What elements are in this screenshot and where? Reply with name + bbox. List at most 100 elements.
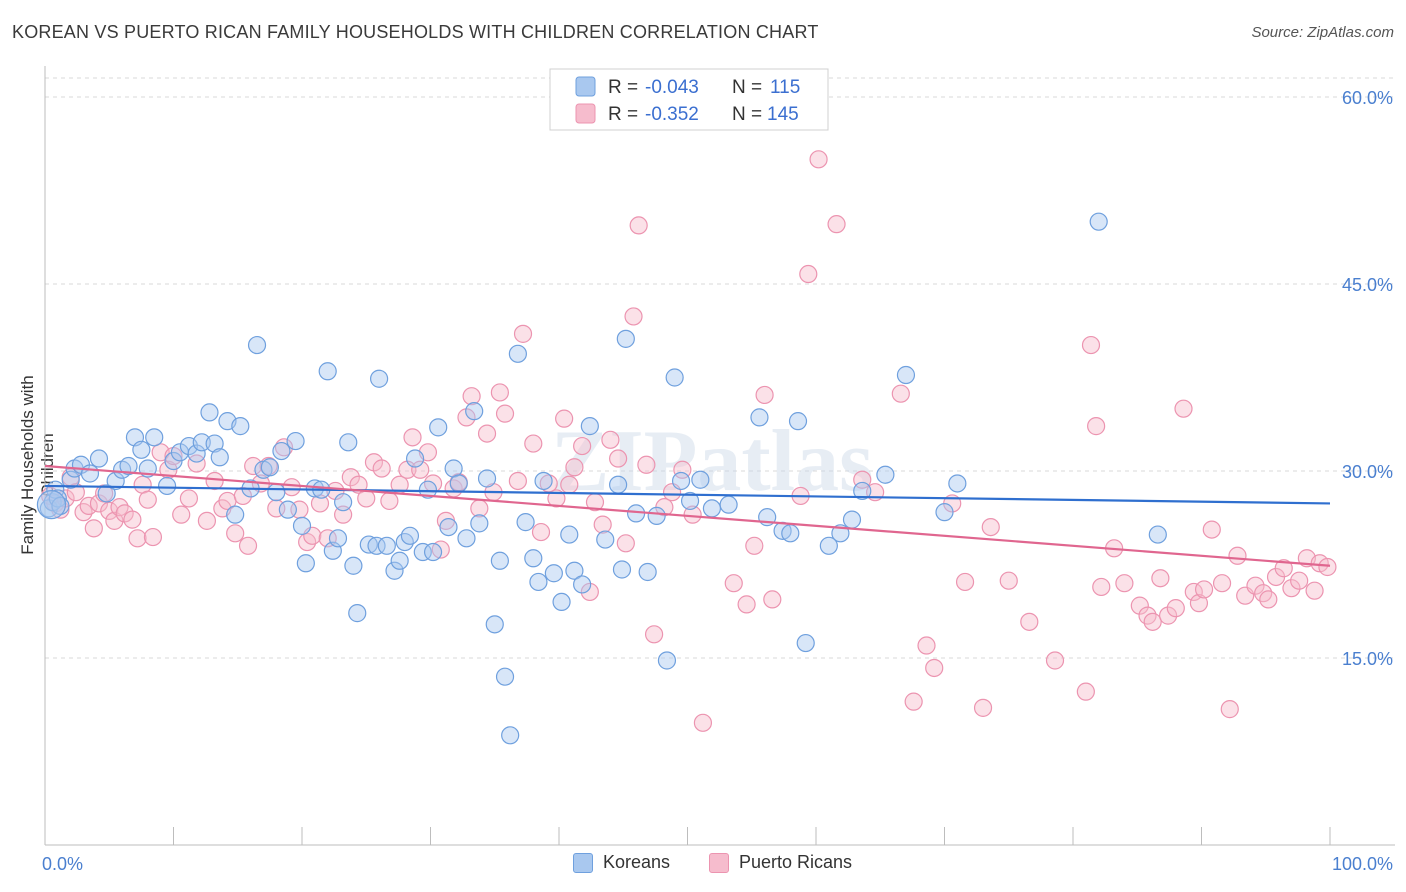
korean-point: [157, 476, 177, 496]
puerto-rican-point: [1143, 612, 1162, 631]
korean-point: [429, 418, 448, 437]
korean-point: [935, 503, 954, 522]
korean-point: [501, 726, 520, 745]
korean-point: [405, 449, 425, 468]
puerto-rican-point: [524, 434, 543, 453]
korean-point: [187, 444, 206, 463]
puerto-rican-point: [891, 384, 910, 403]
korean-point: [702, 499, 722, 518]
puerto-rican-point: [172, 505, 191, 524]
korean-point: [819, 536, 838, 555]
korean-point: [876, 465, 895, 484]
puerto-rican-point: [755, 385, 774, 405]
puerto-rican-point: [100, 501, 119, 520]
korean-point-cluster: [36, 490, 67, 520]
korean-point: [278, 500, 297, 519]
puerto-rican-point: [1274, 559, 1293, 578]
puerto-rican-point: [1045, 651, 1065, 670]
puerto-rican-point: [1166, 599, 1185, 618]
puerto-rican-point: [1081, 335, 1101, 355]
puerto-rican-point: [508, 471, 527, 491]
puerto-rican-point: [1151, 569, 1170, 588]
puerto-rican-point: [105, 511, 124, 530]
korean-point: [560, 525, 579, 544]
trend-lines: [44, 464, 1331, 567]
bottom-legend: Koreans Puerto Ricans: [0, 852, 1406, 876]
puerto-rican-point: [128, 529, 147, 548]
puerto-rican-point: [1076, 682, 1095, 701]
korean-point: [657, 651, 677, 670]
legend-r-label-2: R =: [608, 104, 638, 125]
puerto-rican-point: [197, 511, 217, 530]
puerto-rican-point: [637, 455, 656, 474]
puerto-rican-point: [341, 468, 360, 487]
korean-point: [328, 529, 348, 548]
puerto-rican-point: [745, 536, 764, 555]
korean-point: [580, 417, 599, 436]
korean-point: [97, 484, 116, 503]
legend-n-value-1: 115: [770, 77, 800, 98]
puerto-rican-point: [380, 491, 399, 511]
korean-point: [359, 535, 378, 554]
puerto-rican-point: [238, 536, 258, 555]
korean-point: [529, 572, 548, 592]
korean-point: [596, 530, 615, 549]
y-tick-label: 60.0%: [1342, 88, 1393, 108]
puerto-rican-point: [609, 449, 628, 468]
puerto-rican-point: [89, 494, 109, 513]
puerto-rican-point: [629, 216, 648, 235]
korean-point: [89, 449, 109, 468]
x-tick-label-max: 100.0%: [1332, 854, 1393, 874]
puerto-rican-point: [1087, 417, 1106, 436]
korean-point: [385, 561, 404, 580]
puerto-rican-point: [1130, 596, 1149, 615]
korean-point: [671, 471, 691, 491]
korean-point: [465, 402, 484, 421]
puerto-rican-point: [624, 307, 643, 326]
puerto-rican-point: [1174, 399, 1193, 418]
puerto-rican-point: [1202, 520, 1221, 539]
puerto-rican-point: [981, 517, 1000, 537]
korean-point: [788, 412, 808, 431]
korean-point: [145, 428, 164, 447]
puerto-rican-point: [1212, 574, 1232, 593]
korean-point: [508, 344, 527, 363]
korean-point: [612, 560, 632, 579]
legend-item-koreans: Koreans: [573, 852, 670, 873]
puerto-rican-point: [799, 264, 818, 284]
puerto-rican-point: [138, 490, 157, 509]
legend-label-koreans: Koreans: [603, 852, 671, 872]
koreans-swatch: [573, 852, 593, 873]
korean-point: [477, 469, 497, 488]
puerto-rican-point: [973, 698, 993, 717]
korean-point: [534, 471, 553, 491]
korean-point: [691, 470, 710, 489]
puerto-rican-point: [159, 460, 178, 479]
korean-point: [292, 516, 312, 535]
puerto-rican-point: [1158, 606, 1178, 625]
korean-point: [616, 329, 635, 348]
korean-point: [948, 474, 967, 493]
puerto-rican-point: [1020, 612, 1039, 631]
puerto-rican-point: [495, 404, 515, 423]
puerto-rican-point: [955, 572, 975, 592]
legend-swatch-koreans: [575, 76, 596, 97]
puerto-rican-point: [547, 489, 566, 508]
gridlines: [45, 77, 1395, 659]
puerto-rican-point: [477, 424, 497, 443]
puerto-rican-point: [205, 471, 224, 491]
legend-label-puerto-ricans: Puerto Ricans: [739, 852, 853, 872]
puerto-rican-point: [513, 324, 533, 343]
puerto-rican-point: [490, 383, 509, 402]
korean-point: [318, 362, 337, 381]
puerto-rican-point: [123, 510, 142, 529]
x-tick-label-min: 0.0%: [42, 854, 83, 874]
korean-point: [192, 433, 211, 452]
korean-point: [260, 458, 279, 477]
korean-point: [796, 633, 815, 653]
puerto-rican-point: [593, 515, 612, 534]
korean-point: [439, 517, 458, 537]
puerto-ricans-swatch: [709, 852, 729, 873]
y-tick-label: 45.0%: [1342, 275, 1393, 295]
